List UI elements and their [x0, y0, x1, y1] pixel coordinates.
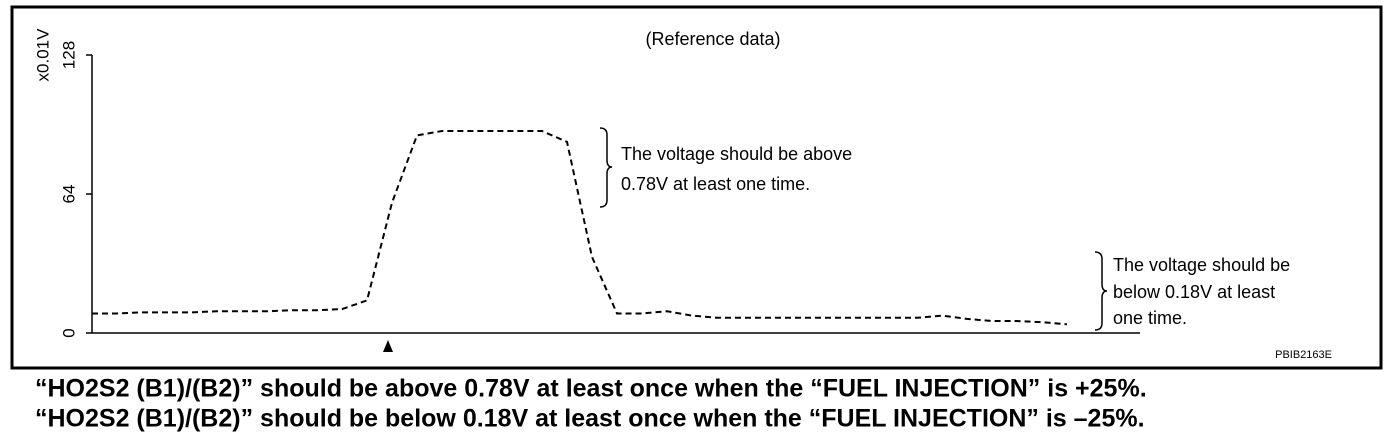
- y-tick-label: 64: [59, 185, 78, 204]
- brace: [1094, 251, 1108, 331]
- annotation: 0.78V at least one time.: [621, 174, 810, 194]
- y-tick-label: 0: [59, 328, 78, 337]
- y-tick-label: 128: [59, 41, 78, 69]
- annotation: below 0.18V at least: [1113, 282, 1275, 302]
- brace: [599, 127, 613, 208]
- frame: [10, 5, 1383, 370]
- y-axis-label: x0.01V: [33, 28, 52, 82]
- annotation: one time.: [1113, 308, 1187, 328]
- caption: “HO2S2 (B1)/(B2)” should be below 0.18V …: [35, 405, 1145, 433]
- annotation: The voltage should be above: [621, 144, 852, 164]
- figure-code: PBIB2163E: [1275, 349, 1332, 361]
- caption: “HO2S2 (B1)/(B2)” should be above 0.78V …: [35, 375, 1147, 403]
- annotation: The voltage should be: [1113, 255, 1290, 275]
- data-line: [92, 130, 1068, 326]
- marker-triangle: [383, 340, 393, 352]
- chart-title: (Reference data): [645, 29, 780, 49]
